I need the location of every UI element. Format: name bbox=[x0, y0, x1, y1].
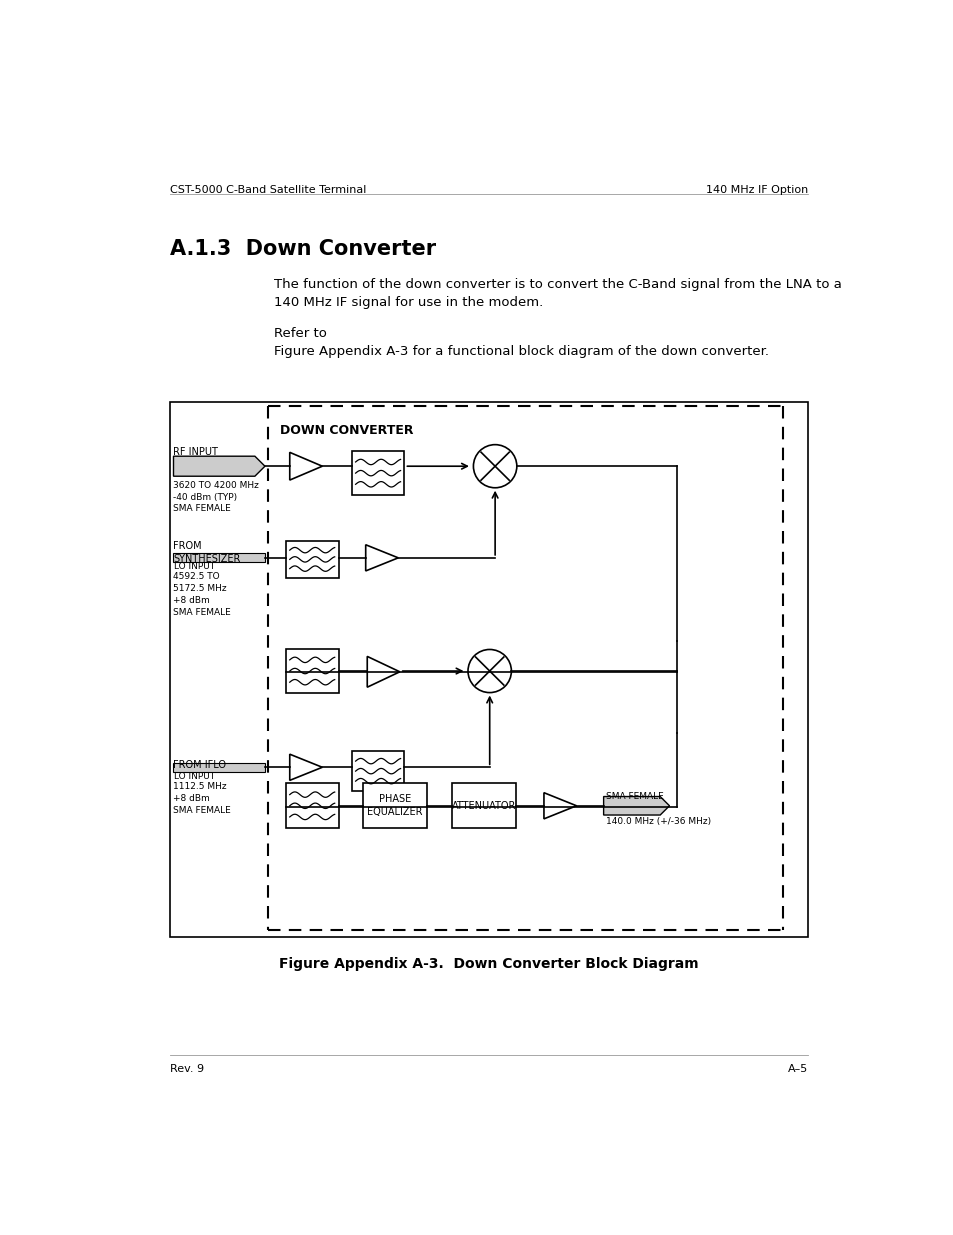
Polygon shape bbox=[290, 755, 322, 781]
Text: ATTENUATOR: ATTENUATOR bbox=[452, 800, 516, 811]
Polygon shape bbox=[365, 545, 397, 571]
Bar bbox=[286, 783, 338, 829]
Text: FROM
SYNTHESIZER: FROM SYNTHESIZER bbox=[173, 541, 240, 564]
Text: Refer to
Figure Appendix A-3 for a functional block diagram of the down converte: Refer to Figure Appendix A-3 for a funct… bbox=[274, 327, 768, 358]
Bar bbox=[173, 763, 265, 772]
Text: CST-5000 C-Band Satellite Terminal: CST-5000 C-Band Satellite Terminal bbox=[170, 185, 366, 195]
Text: A–5: A–5 bbox=[787, 1065, 807, 1074]
Text: RF INPUT: RF INPUT bbox=[173, 447, 218, 457]
Bar bbox=[352, 751, 404, 792]
Bar bbox=[170, 403, 807, 937]
Text: 140 MHz IF Option: 140 MHz IF Option bbox=[705, 185, 807, 195]
Polygon shape bbox=[290, 452, 322, 480]
Text: PHASE
EQUALIZER: PHASE EQUALIZER bbox=[367, 794, 422, 818]
Text: The function of the down converter is to convert the C-Band signal from the LNA : The function of the down converter is to… bbox=[274, 278, 841, 309]
Circle shape bbox=[468, 650, 511, 693]
Text: 3620 TO 4200 MHz
-40 dBm (TYP)
SMA FEMALE: 3620 TO 4200 MHz -40 dBm (TYP) SMA FEMAL… bbox=[173, 480, 259, 514]
Text: FROM IFLO: FROM IFLO bbox=[173, 761, 226, 771]
Bar bbox=[363, 783, 427, 829]
Text: SMA FEMALE: SMA FEMALE bbox=[605, 792, 663, 802]
Text: 4592.5 TO
5172.5 MHz
+8 dBm
SMA FEMALE: 4592.5 TO 5172.5 MHz +8 dBm SMA FEMALE bbox=[173, 573, 231, 616]
Bar bbox=[352, 451, 404, 495]
Bar bbox=[286, 541, 338, 578]
Polygon shape bbox=[173, 456, 265, 477]
Bar bbox=[286, 648, 338, 693]
Circle shape bbox=[473, 445, 517, 488]
Bar bbox=[452, 783, 516, 829]
Text: 1112.5 MHz
+8 dBm
SMA FEMALE: 1112.5 MHz +8 dBm SMA FEMALE bbox=[173, 782, 231, 815]
Text: LO INPUT: LO INPUT bbox=[174, 562, 215, 572]
Text: DOWN CONVERTER: DOWN CONVERTER bbox=[279, 424, 413, 437]
Text: 140.0 MHz (+/-36 MHz): 140.0 MHz (+/-36 MHz) bbox=[605, 816, 710, 825]
Text: A.1.3  Down Converter: A.1.3 Down Converter bbox=[170, 240, 436, 259]
Polygon shape bbox=[603, 797, 669, 815]
Text: LO INPUT: LO INPUT bbox=[174, 772, 215, 781]
Bar bbox=[173, 553, 265, 562]
Text: Figure Appendix A-3.  Down Converter Block Diagram: Figure Appendix A-3. Down Converter Bloc… bbox=[279, 957, 698, 971]
Polygon shape bbox=[543, 793, 576, 819]
Text: Rev. 9: Rev. 9 bbox=[170, 1065, 204, 1074]
Polygon shape bbox=[367, 656, 399, 687]
